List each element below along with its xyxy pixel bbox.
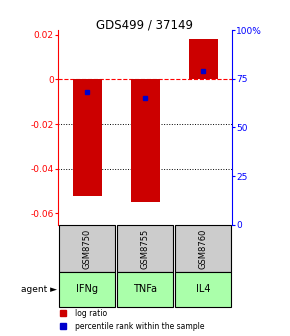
Bar — [188, 39, 218, 79]
Text: GDS499 / 37149: GDS499 / 37149 — [97, 18, 193, 32]
Text: GSM8755: GSM8755 — [140, 228, 150, 268]
Text: GSM8760: GSM8760 — [198, 228, 208, 268]
Bar — [175, 225, 231, 272]
Text: percentile rank within the sample: percentile rank within the sample — [75, 322, 205, 331]
Bar — [117, 225, 173, 272]
Text: GSM8750: GSM8750 — [82, 228, 92, 268]
Text: log ratio: log ratio — [75, 309, 108, 318]
Bar — [130, 79, 160, 202]
Text: IL4: IL4 — [196, 285, 210, 294]
Bar — [175, 272, 231, 307]
Bar — [72, 79, 102, 196]
Text: agent ►: agent ► — [21, 285, 57, 294]
Text: TNFa: TNFa — [133, 285, 157, 294]
Bar — [59, 225, 115, 272]
Bar — [59, 272, 115, 307]
Text: IFNg: IFNg — [76, 285, 98, 294]
Bar — [117, 272, 173, 307]
